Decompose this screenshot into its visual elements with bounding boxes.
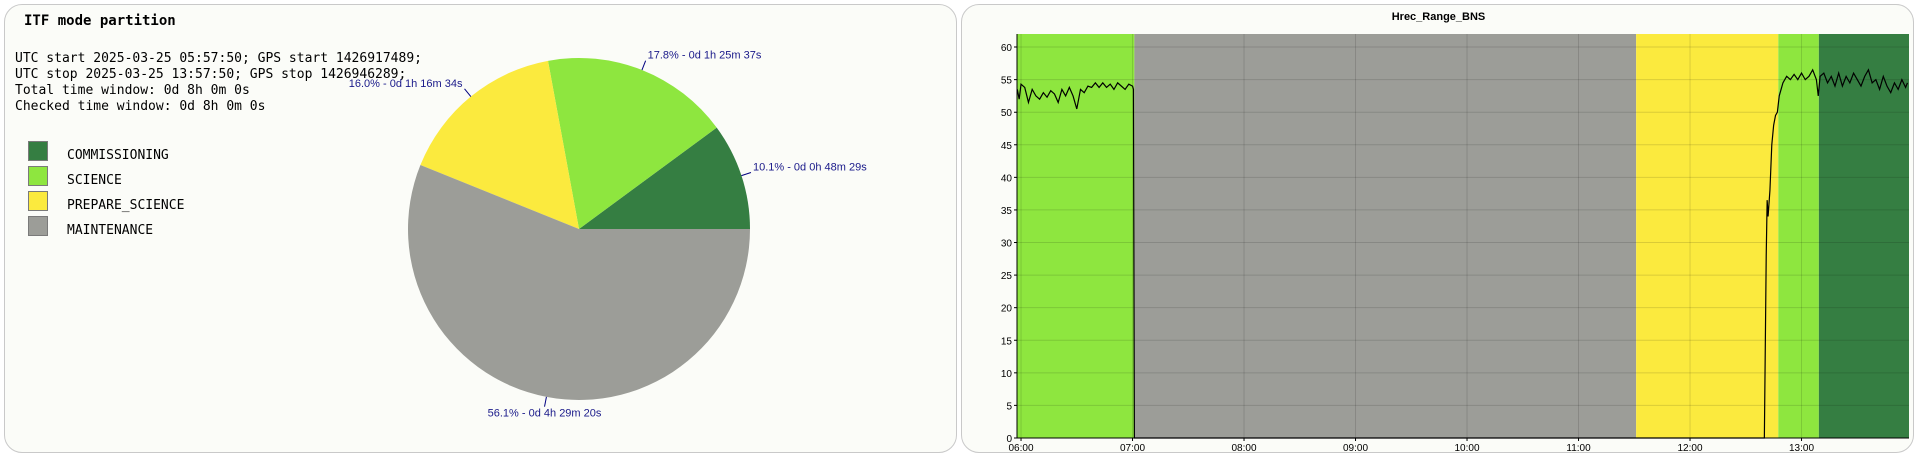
pie-label-maintenance: 56.1% - 0d 4h 29m 20s — [488, 408, 602, 420]
utc-start-line: UTC start 2025-03-25 05:57:50; GPS start… — [15, 51, 422, 66]
y-tick-label: 10 — [1001, 369, 1013, 380]
pie-slice-commissioning — [579, 127, 750, 229]
x-tick-label: 06:00 — [1009, 443, 1034, 453]
legend-swatch-commissioning — [28, 141, 48, 161]
legend-label-commissioning: COMMISSIONING — [67, 148, 169, 163]
total-time-window-line: Total time window: 0d 8h 0m 0s — [15, 83, 250, 98]
y-tick-label: 45 — [1001, 141, 1013, 152]
legend-swatch-science — [28, 166, 48, 186]
pie-chart: 10.1% - 0d 0h 48m 29s 17.8% - 0d 1h 25m 3… — [349, 50, 867, 420]
y-tick-label: 15 — [1001, 336, 1013, 347]
x-tick-label: 12:00 — [1678, 443, 1703, 453]
legend-label-prepare-science: PREPARE_SCIENCE — [67, 198, 185, 213]
timeseries-panel: Hrec_Range_BNS 0 5 10 15 20 25 30 35 40 45 50 55 60 0… — [961, 4, 1914, 453]
x-tick-label: 07:00 — [1120, 443, 1145, 453]
pie-label-science: 17.8% - 0d 1h 25m 37s — [648, 50, 762, 62]
pie-label-tick — [464, 88, 472, 97]
pie-panel: ITF mode partition UTC start 2025-03-25 … — [4, 4, 957, 453]
timeseries-chart: 0 5 10 15 20 25 30 35 40 45 50 55 60 06:00 07:00 08:00 0… — [1001, 34, 1909, 453]
mode-band-science — [1017, 34, 1135, 438]
y-tick-label: 40 — [1001, 173, 1013, 184]
legend-label-science: SCIENCE — [67, 173, 122, 188]
x-tick-label: 09:00 — [1343, 443, 1368, 453]
pie-slice-science — [548, 57, 717, 230]
y-tick-label: 60 — [1001, 43, 1013, 54]
x-tick-label: 13:00 — [1789, 443, 1814, 453]
y-tick-label: 5 — [1006, 401, 1012, 412]
y-tick-label: 55 — [1001, 76, 1013, 87]
mode-band-prepare-science — [1636, 34, 1779, 438]
legend-label-maintenance: MAINTENANCE — [67, 223, 154, 238]
y-tick-label: 50 — [1001, 108, 1013, 119]
y-tick-label: 25 — [1001, 271, 1013, 282]
timeseries-title: Hrec_Range_BNS — [1391, 11, 1486, 23]
y-tick-label: 0 — [1006, 434, 1012, 445]
pie-label-prepare-science: 16.0% - 0d 1h 16m 34s — [349, 78, 463, 90]
y-tick-label: 35 — [1001, 206, 1013, 217]
mode-band-science — [1778, 34, 1819, 438]
x-tick-label: 11:00 — [1566, 443, 1591, 453]
pie-label-commissioning: 10.1% - 0d 0h 48m 29s — [753, 162, 867, 174]
legend-swatch-maintenance — [28, 216, 48, 236]
mode-band-maintenance — [1134, 34, 1637, 438]
pie-label-tick — [741, 172, 752, 177]
pie-label-tick — [544, 396, 547, 407]
pie-slice-maintenance — [407, 165, 750, 401]
pie-label-tick — [641, 60, 647, 71]
x-tick-label: 08:00 — [1232, 443, 1257, 453]
utc-stop-line: UTC stop 2025-03-25 13:57:50; GPS stop 1… — [15, 67, 407, 82]
y-tick-label: 30 — [1001, 239, 1013, 250]
series-line-hrec-range-bns — [1016, 68, 1909, 439]
mode-band-commissioning — [1818, 34, 1909, 438]
x-tick-label: 10:00 — [1455, 443, 1480, 453]
pie-panel-title: ITF mode partition — [24, 13, 176, 29]
checked-time-window-line: Checked time window: 0d 8h 0m 0s — [15, 99, 266, 114]
legend-swatch-prepare-science — [28, 191, 48, 211]
y-tick-label: 20 — [1001, 304, 1013, 315]
pie-slice-prepare-science — [420, 60, 579, 229]
